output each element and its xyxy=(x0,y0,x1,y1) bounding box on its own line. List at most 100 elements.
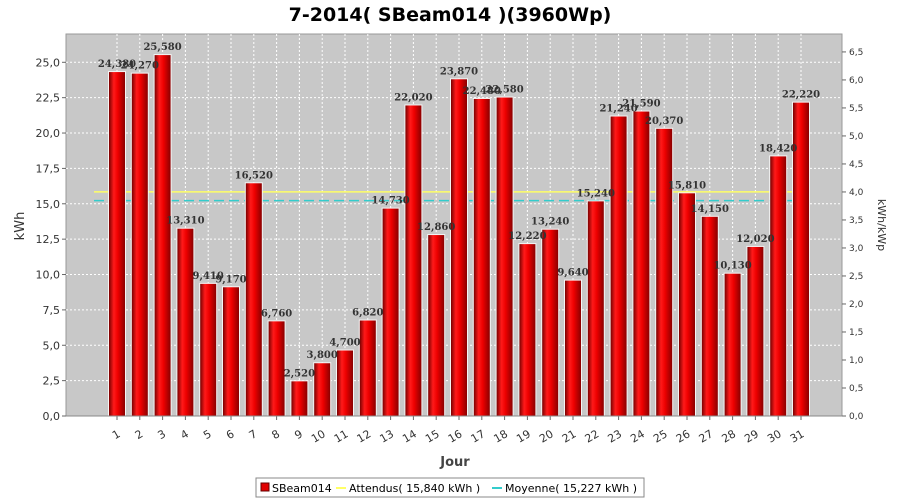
data-label: 14,150 xyxy=(691,204,729,215)
data-label: 24,270 xyxy=(121,61,159,72)
right-axis-ticks: 0,0 0,5 1,0 1,5 2,0 2,5 3,0 3,5 4,0 4,5 5,0 5,5 6,0 6… xyxy=(842,48,864,422)
x-axis-ticks: 1 2 3 4 5 6 7 8 9 10 11 12 13 14 15 16 17 18 19 20 21 22 23 24 2… xyxy=(66,415,842,446)
right-tick-label: 1,5 xyxy=(849,328,863,338)
left-tick-label: 15,0 xyxy=(36,198,61,211)
bar xyxy=(747,246,764,416)
left-tick-label: 25,0 xyxy=(36,56,61,69)
right-tick-label: 5,5 xyxy=(849,104,863,114)
x-tick-label: 15 xyxy=(423,427,442,445)
bar xyxy=(428,235,445,416)
x-tick-label: 10 xyxy=(309,427,328,445)
x-tick-label: 22 xyxy=(583,427,602,445)
bars xyxy=(108,54,810,417)
data-label: 4,700 xyxy=(329,338,360,349)
x-tick-label: 28 xyxy=(719,427,738,445)
data-label: 6,820 xyxy=(352,308,383,319)
bar xyxy=(565,280,581,416)
bar xyxy=(496,97,513,416)
data-label: 23,870 xyxy=(440,66,478,77)
right-tick-label: 6,0 xyxy=(849,76,864,86)
bar xyxy=(793,102,809,417)
data-label: 22,580 xyxy=(485,85,523,96)
bar xyxy=(610,116,627,416)
legend-box xyxy=(255,477,645,498)
y-axis-label: kWh xyxy=(13,212,28,241)
right-tick-label: 5,0 xyxy=(849,132,864,142)
data-label: 22,220 xyxy=(782,90,820,101)
x-tick-label: 1 xyxy=(110,427,123,442)
bar xyxy=(245,183,262,416)
right-tick-label: 2,0 xyxy=(849,300,864,310)
bar xyxy=(405,105,422,417)
bar xyxy=(770,156,787,416)
right-tick-label: 3,0 xyxy=(849,244,864,254)
data-label: 9,170 xyxy=(215,274,246,285)
x-tick-label: 27 xyxy=(697,427,716,445)
data-label: 2,520 xyxy=(284,368,315,379)
bar xyxy=(131,73,148,416)
right-tick-label: 0,5 xyxy=(849,384,863,394)
data-label: 20,370 xyxy=(645,116,683,127)
x-tick-label: 24 xyxy=(628,427,647,445)
bar xyxy=(268,321,285,416)
bar xyxy=(679,193,695,416)
bar xyxy=(109,72,125,416)
right-tick-label: 4,0 xyxy=(849,188,864,198)
bar xyxy=(337,350,353,416)
chart-title: 7-2014( SBeam014 )(3960Wp) xyxy=(289,4,612,26)
x-tick-label: 14 xyxy=(400,427,419,445)
data-label: 15,240 xyxy=(577,188,615,199)
right-tick-label: 6,5 xyxy=(849,48,863,58)
legend-entry-attendus: Attendus( 15,840 kWh ) xyxy=(349,482,480,495)
bar xyxy=(633,111,650,417)
x-tick-label: 29 xyxy=(742,427,761,445)
left-tick-label: 17,5 xyxy=(36,162,61,175)
bar xyxy=(382,208,399,416)
legend: SBeam014 Attendus( 15,840 kWh ) Moyenne(… xyxy=(255,477,645,498)
bar xyxy=(200,283,217,416)
legend-entry-sbeam: SBeam014 xyxy=(272,482,332,495)
data-label: 15,810 xyxy=(668,180,706,191)
bar xyxy=(177,228,194,416)
bar xyxy=(587,201,604,416)
legend-entry-moyenne: Moyenne( 15,227 kWh ) xyxy=(505,482,637,495)
x-tick-label: 26 xyxy=(674,427,693,445)
x-tick-label: 3 xyxy=(156,427,169,442)
data-label: 24,380 xyxy=(98,59,136,70)
left-tick-label: 7,5 xyxy=(43,304,61,317)
bar xyxy=(451,79,467,417)
x-tick-label: 12 xyxy=(355,427,374,445)
bar xyxy=(223,287,239,416)
x-tick-label: 11 xyxy=(332,427,351,445)
x-tick-label: 17 xyxy=(469,427,488,445)
right-tick-label: 3,5 xyxy=(849,216,863,226)
data-label: 16,520 xyxy=(235,170,273,181)
left-tick-label: 20,0 xyxy=(36,127,61,140)
y2-axis-label: kWh/kWp xyxy=(875,199,888,251)
bar xyxy=(359,320,376,416)
bar xyxy=(701,216,718,416)
data-label: 21,240 xyxy=(599,103,637,114)
x-tick-label: 4 xyxy=(178,427,191,442)
data-label: 22,480 xyxy=(463,86,501,97)
data-label: 14,730 xyxy=(371,196,409,207)
bar xyxy=(291,381,308,416)
x-tick-label: 6 xyxy=(224,427,237,442)
data-label: 12,020 xyxy=(736,234,774,245)
x-tick-label: 2 xyxy=(133,427,146,442)
right-tick-label: 4,5 xyxy=(849,160,863,170)
x-tick-label: 30 xyxy=(765,427,784,445)
left-axis-ticks: 0,0 2,5 5,0 7,5 10,0 12,5 15,0 17,5 20,0 22,5 25,0 xyxy=(36,56,66,423)
data-label: 3,800 xyxy=(307,350,338,361)
data-label: 13,240 xyxy=(531,217,569,228)
x-tick-label: 18 xyxy=(491,427,510,445)
right-tick-label: 0,0 xyxy=(849,412,864,422)
data-label: 9,410 xyxy=(193,271,224,282)
left-tick-label: 2,5 xyxy=(43,375,61,388)
x-axis-label: Jour xyxy=(439,455,470,470)
bar xyxy=(724,273,741,416)
left-tick-label: 5,0 xyxy=(43,339,61,352)
